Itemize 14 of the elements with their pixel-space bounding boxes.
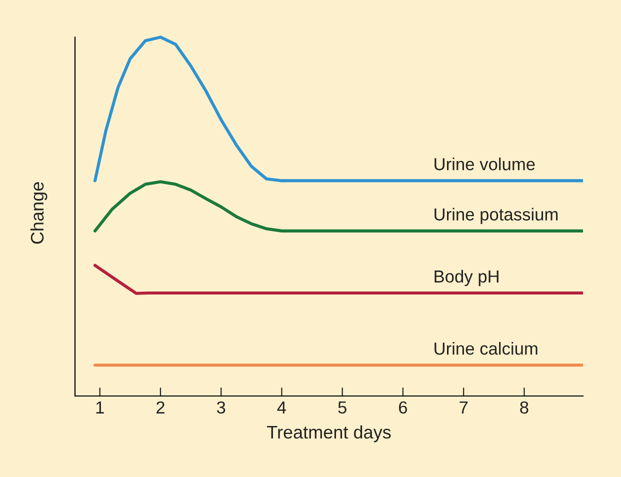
x-tick-label: 4 [277,402,286,414]
x-tick-label: 1 [96,402,104,414]
series-label: Urine volume [434,158,535,170]
series-label: Urine calcium [434,342,538,355]
x-tick-label: 6 [399,401,408,414]
x-tick-label: 2 [156,401,164,414]
x-tick-label: 3 [216,401,226,414]
y-axis-title: Change [30,182,48,244]
x-tick-label: 5 [338,402,346,414]
x-tick-label: 8 [520,401,528,414]
x-axis-title: Treatment days [267,425,391,442]
x-tick-label: 7 [460,402,468,414]
series-label: Body pH [434,270,498,286]
series-label: Urine potassium [434,208,558,224]
